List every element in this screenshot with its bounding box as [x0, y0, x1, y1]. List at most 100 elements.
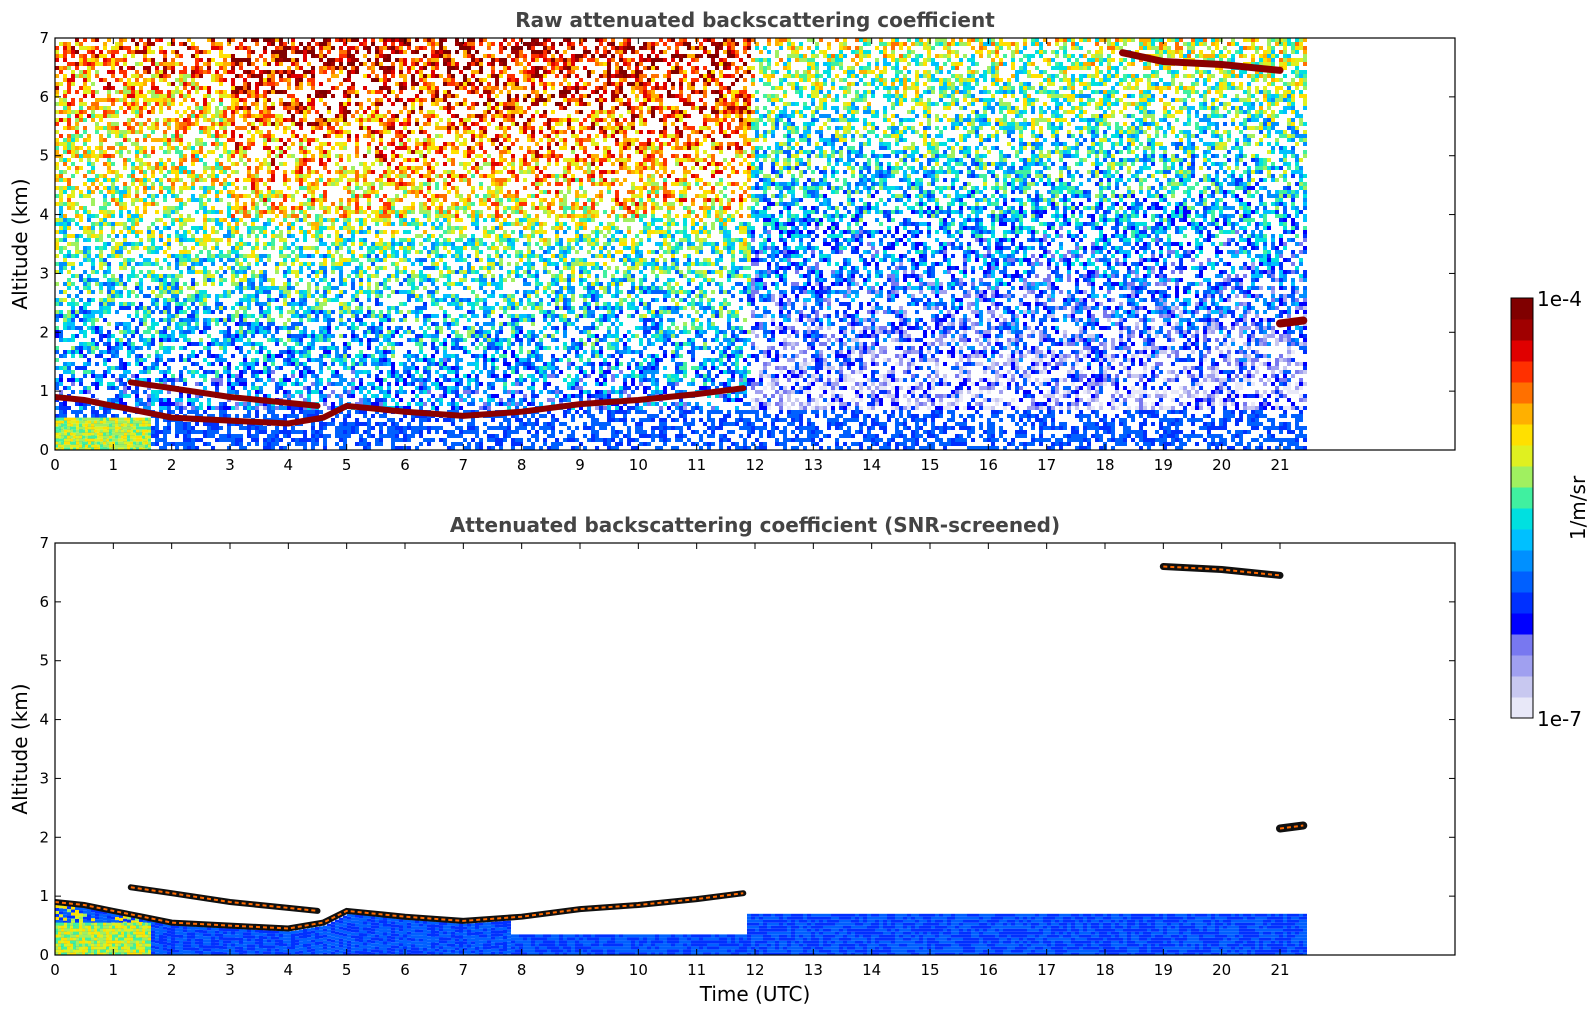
y-tick-label: 5 — [39, 147, 49, 165]
x-tick-label: 2 — [167, 456, 177, 474]
axes-frame — [54, 542, 1456, 956]
colorbar-segment — [1511, 550, 1533, 572]
layer-cirrus — [1119, 49, 1284, 74]
colorbar-segment — [1511, 466, 1533, 488]
x-tick-label: 1 — [109, 961, 119, 979]
x-axis-label: Time (UTC) — [699, 982, 811, 1006]
y-tick-label: 7 — [39, 534, 49, 552]
x-tick-label: 20 — [1212, 961, 1231, 979]
heatmap-area — [55, 38, 1308, 450]
x-tick-label: 5 — [342, 456, 352, 474]
y-tick-label: 6 — [39, 88, 49, 106]
layer-elevated-layer — [127, 379, 321, 409]
layer-boundary-layer-top-edge — [55, 892, 744, 930]
x-tick-label: 21 — [1270, 456, 1289, 474]
x-tick-label: 13 — [804, 456, 823, 474]
x-tick-label: 16 — [979, 961, 998, 979]
x-tick-label: 6 — [400, 456, 410, 474]
x-tick-label: 20 — [1212, 456, 1231, 474]
x-tick-label: 15 — [920, 456, 939, 474]
y-tick-label: 0 — [39, 946, 49, 964]
x-tick-label: 10 — [629, 961, 648, 979]
x-tick-label: 0 — [50, 961, 60, 979]
y-tick-label: 4 — [39, 711, 49, 729]
x-tick-label: 2 — [167, 961, 177, 979]
x-tick-label: 11 — [687, 456, 706, 474]
y-tick-label: 5 — [39, 652, 49, 670]
colorbar-segment — [1511, 655, 1533, 677]
colorbar-segment — [1511, 676, 1533, 698]
colorbar-segment — [1511, 298, 1533, 320]
x-tick-label: 14 — [862, 961, 881, 979]
x-tick-label: 9 — [575, 961, 585, 979]
colorbar-segment — [1511, 571, 1533, 593]
y-axis-label: Altitude (km) — [8, 178, 32, 309]
x-tick-label: 3 — [225, 456, 235, 474]
x-tick-label: 4 — [284, 456, 294, 474]
layer-cirrus-edge — [1163, 565, 1281, 577]
colorbar-segment — [1511, 319, 1533, 341]
y-tick-label: 1 — [39, 382, 49, 400]
y-tick-label: 0 — [39, 441, 49, 459]
colorbar-segment — [1511, 592, 1533, 614]
colorbar-segment — [1511, 340, 1533, 362]
colorbar-segment — [1511, 361, 1533, 383]
colorbar-segment — [1511, 445, 1533, 467]
layer-boundary-layer-top — [55, 385, 747, 427]
panel-title: Attenuated backscattering coefficient (S… — [450, 513, 1060, 537]
colorbar: 1e-4 1e-7 1/m/sr — [1510, 287, 1590, 731]
x-tick-label: 4 — [284, 961, 294, 979]
x-tick-label: 3 — [225, 961, 235, 979]
x-tick-label: 19 — [1154, 961, 1173, 979]
x-tick-label: 1 — [109, 456, 119, 474]
panel-title: Raw attenuated backscattering coefficien… — [515, 8, 995, 32]
x-tick-label: 9 — [575, 456, 585, 474]
raw-backscatter-panel: 0 1 2 3 4 5 6 7 8 9 10 11 12 13 14 15 16 17 18 19 20 21012345… — [8, 8, 1456, 474]
colorbar-segment — [1511, 403, 1533, 425]
y-tick-label: 6 — [39, 593, 49, 611]
colorbar-unit-label: 1/m/sr — [1566, 475, 1590, 540]
x-tick-label: 12 — [745, 456, 764, 474]
x-tick-label: 7 — [459, 961, 469, 979]
x-tick-label: 21 — [1270, 961, 1289, 979]
x-tick-label: 8 — [517, 456, 527, 474]
x-tick-label: 12 — [745, 961, 764, 979]
y-tick-label: 1 — [39, 887, 49, 905]
x-tick-label: 19 — [1154, 456, 1173, 474]
colorbar-segment — [1511, 613, 1533, 635]
x-tick-label: 18 — [1095, 961, 1114, 979]
x-tick-label: 0 — [50, 456, 60, 474]
x-tick-label: 15 — [920, 961, 939, 979]
colorbar-segment — [1511, 508, 1533, 530]
y-tick-label: 2 — [39, 323, 49, 341]
x-tick-label: 16 — [979, 456, 998, 474]
colorbar-min-label: 1e-7 — [1537, 707, 1582, 731]
x-tick-label: 13 — [804, 961, 823, 979]
layer-cloud-edge — [1279, 824, 1304, 830]
layer-elevated-layer-edge — [130, 886, 318, 912]
x-tick-label: 5 — [342, 961, 352, 979]
x-tick-label: 14 — [862, 456, 881, 474]
colorbar-segment — [1511, 529, 1533, 551]
y-tick-label: 4 — [39, 206, 49, 224]
y-tick-label: 3 — [39, 769, 49, 787]
colorbar-segment — [1511, 697, 1533, 719]
y-axis-label: Altitude (km) — [8, 683, 32, 814]
x-tick-label: 8 — [517, 961, 527, 979]
colorbar-max-label: 1e-4 — [1537, 287, 1582, 311]
colorbar-segment — [1511, 424, 1533, 446]
colorbar-segment — [1511, 487, 1533, 509]
x-tick-label: 11 — [687, 961, 706, 979]
x-tick-label: 18 — [1095, 456, 1114, 474]
colorbar-frame — [1510, 297, 1534, 719]
layer-cloud — [1276, 316, 1308, 328]
x-tick-label: 17 — [1037, 456, 1056, 474]
x-tick-label: 10 — [629, 456, 648, 474]
colorbar-segment — [1511, 382, 1533, 404]
y-tick-label: 3 — [39, 264, 49, 282]
x-tick-label: 6 — [400, 961, 410, 979]
screened-backscatter-panel: 0 1 2 3 4 5 6 7 8 9 10 11 12 13 14 15 16 17 18 19 20 21012345… — [8, 513, 1456, 1006]
x-tick-label: 17 — [1037, 961, 1056, 979]
colorbar-segment — [1511, 634, 1533, 656]
